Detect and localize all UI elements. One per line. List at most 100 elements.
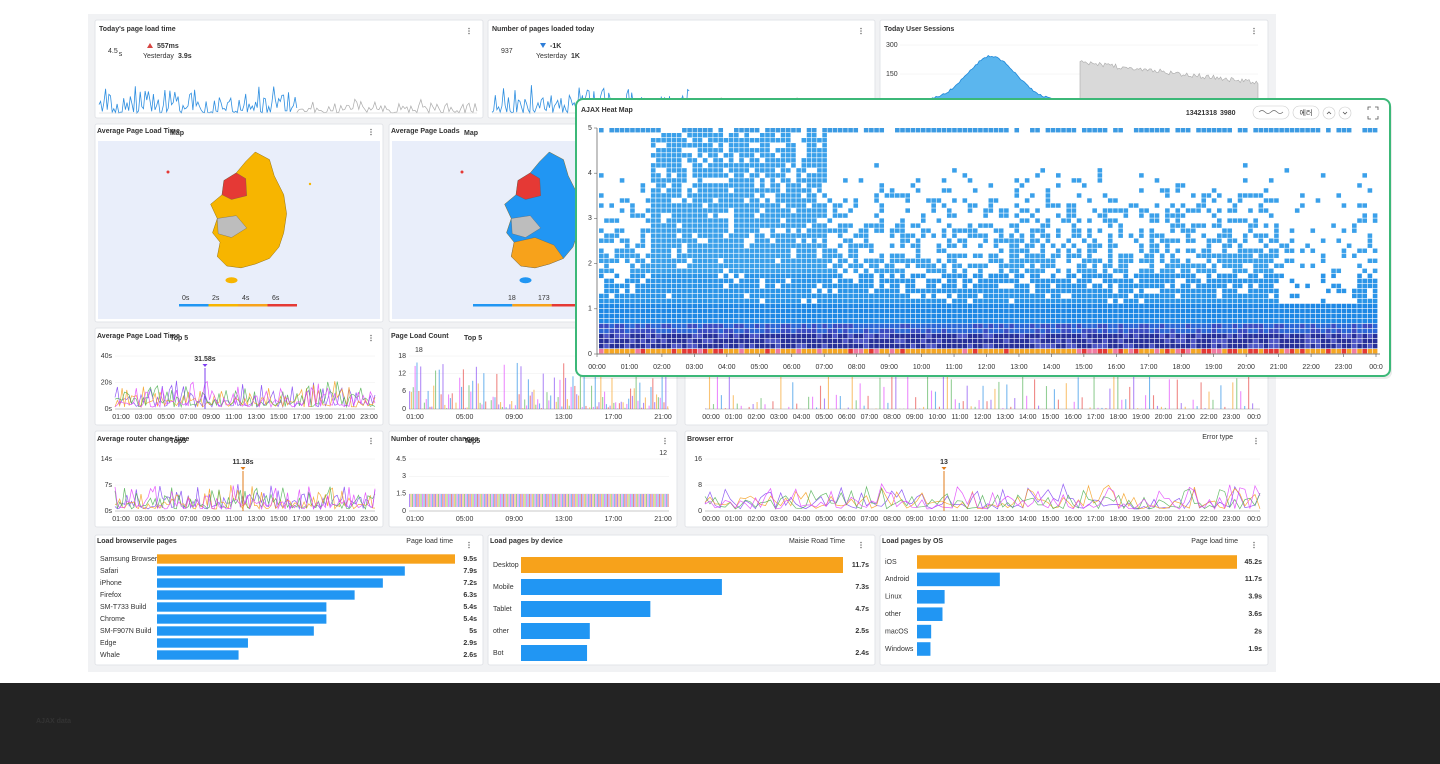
heatmap-cell [941,308,947,314]
heatmap-cell [988,318,994,324]
heatmap-cell [848,238,853,243]
heatmap-cell [1180,323,1186,329]
heatmap-cell [728,233,734,238]
heatmap-cell [656,273,661,279]
series-bar [602,397,604,409]
heatmap-cell [775,158,781,163]
heatmap-cell [1024,348,1030,354]
heatmap-cell [972,188,978,193]
heatmap-cell [1268,248,1274,253]
heatmap-cell [1128,278,1134,284]
heatmap-cell [967,303,973,309]
heatmap-cell [765,343,770,349]
heatmap-cell [1222,253,1227,258]
heatmap-cell [1170,238,1175,243]
heatmap-cell [1087,233,1092,238]
heatmap-cell [718,318,724,324]
series-bar [555,401,557,409]
heatmap-cell [1315,303,1321,309]
series-bar [528,494,530,507]
heatmap-cell [676,153,682,158]
heatmap-cell [1076,343,1082,349]
series-bar [657,397,659,409]
heatmap-cell [843,343,848,349]
option-toggle[interactable] [1252,105,1290,120]
heatmap-cell [687,313,692,319]
series-bar [748,406,750,409]
heatmap-cell [1217,348,1222,354]
heatmap-cell [1024,258,1030,263]
heatmap-cell [1024,338,1030,344]
heatmap-cell [687,273,692,279]
menu-icon [860,30,862,32]
heatmap-cell [1227,298,1232,304]
heatmap-cell [1191,223,1196,228]
series-bar [615,402,617,409]
heatmap-cell [863,128,869,133]
heatmap-cell [837,313,843,319]
heatmap-cell [988,348,994,354]
heatmap-cell [952,318,957,324]
heatmap-cell [1206,303,1212,309]
heatmap-cell [1019,293,1025,299]
heatmap-cell [1352,338,1357,344]
heatmap-cell [983,293,988,299]
heatmap-cell [661,193,666,198]
heatmap-cell [1227,278,1232,284]
heatmap-cell [827,273,833,279]
nav-button[interactable] [1322,106,1336,120]
heatmap-cell [604,278,609,284]
heatmap-cell [734,338,739,344]
heatmap-cell [671,183,677,188]
heatmap-cell [656,178,661,183]
x-tick-label: 01:00 [112,516,130,523]
heatmap-cell [791,243,796,248]
heatmap-cell [671,298,677,304]
heatmap-cell [1128,233,1134,238]
expand-icon[interactable] [1367,106,1379,120]
heatmap-cell [1217,273,1222,279]
heatmap-cell [1040,278,1046,284]
value-label: 3.6s [1248,611,1262,618]
heatmap-cell [1113,338,1118,344]
heatmap-cell [599,318,604,324]
heatmap-cell [827,278,833,284]
heatmap-cell [874,348,879,354]
series-bar [1034,379,1036,409]
error-button-label[interactable]: 에러 [1300,108,1313,117]
heatmap-cell [671,138,677,143]
series-bar [530,494,532,507]
heatmap-cell [1201,203,1207,208]
heatmap-cell [692,238,698,243]
heatmap-cell [1133,283,1139,289]
heatmap-cell [843,298,848,304]
heatmap-cell [1123,313,1129,319]
x-tick-label: 00:0 [1247,414,1261,421]
heatmap-cell [858,293,864,299]
legend-label: 4s [242,295,250,302]
heatmap-cell [843,268,848,274]
heatmap-cell [1305,343,1310,349]
heatmap-cell [661,293,666,299]
heatmap-cell [806,288,812,294]
heatmap-cell [998,208,1004,213]
heatmap-cell [682,178,687,183]
heatmap-cell [946,238,952,243]
heatmap-cell [936,343,942,349]
heatmap-cell [656,218,661,223]
heatmap-cell [1237,303,1243,309]
x-tick-label: 17:00 [293,516,311,523]
category-label: Samsung Browser [100,556,158,563]
series-bar [471,494,473,507]
nav-button[interactable] [1338,106,1352,120]
heatmap-cell [744,348,749,354]
error-button[interactable] [1292,105,1320,120]
heatmap-cell [682,293,687,299]
heatmap-cell [811,128,817,133]
heatmap-cell [697,173,703,178]
heatmap-cell [599,173,604,178]
heatmap-cell [915,188,921,193]
heatmap-cell [708,333,713,339]
heatmap-cell [697,343,703,349]
heatmap-cell [827,343,833,349]
